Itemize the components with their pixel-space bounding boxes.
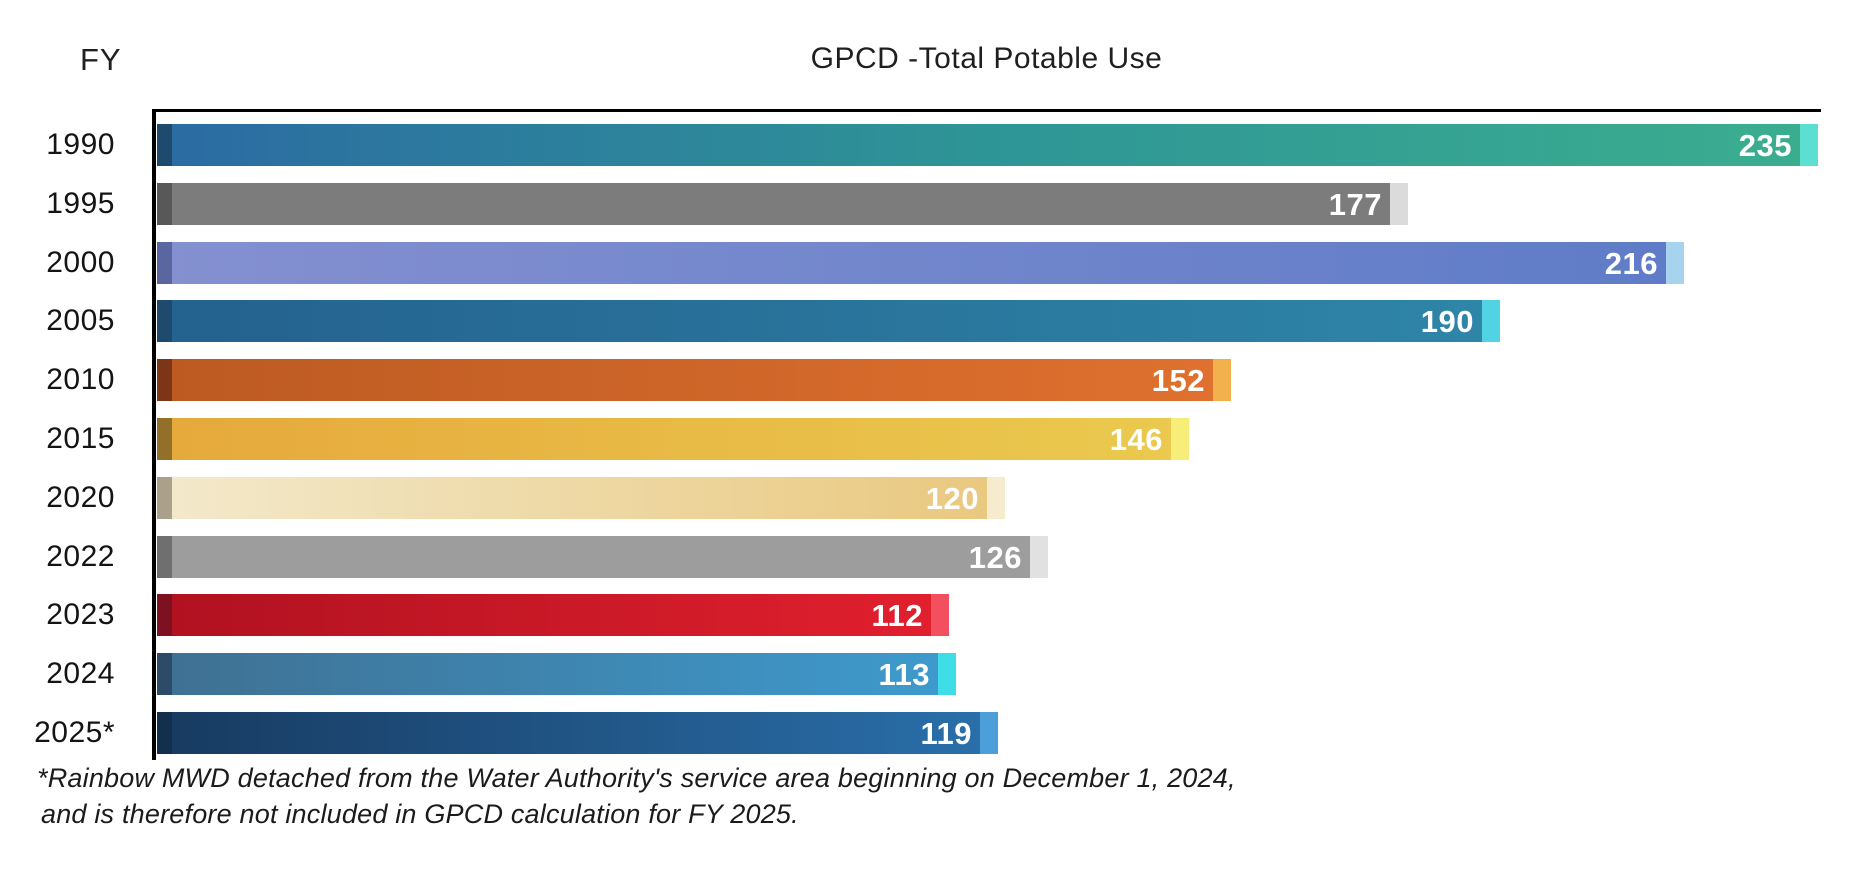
bar: 113 (157, 653, 956, 695)
bar-row: 119 (157, 712, 998, 754)
bar-value-label: 119 (920, 716, 972, 751)
bar-edge-shade (157, 418, 172, 460)
bar: 146 (157, 418, 1189, 460)
bar-value-label: 120 (925, 481, 979, 516)
bar-value-label: 146 (1109, 422, 1163, 457)
bar-row: 216 (157, 242, 1684, 284)
bar-edge-shade (157, 594, 172, 636)
bar: 235 (157, 124, 1818, 166)
bar-row: 177 (157, 183, 1408, 225)
bar-row: 152 (157, 359, 1231, 401)
plot-area: 235 177 216 190 152 146 120 126 112 113 119 (152, 109, 1821, 760)
bar-value-label: 113 (878, 657, 930, 692)
bar-row: 235 (157, 124, 1818, 166)
bar-row: 146 (157, 418, 1189, 460)
bar: 190 (157, 300, 1500, 342)
bar: 152 (157, 359, 1231, 401)
bar: 112 (157, 594, 949, 636)
year-label: 2010 (46, 363, 115, 396)
footnote-line-2: and is therefore not included in GPCD ca… (41, 799, 799, 829)
bar-value-label: 216 (1604, 246, 1658, 281)
bar-value-label: 126 (968, 540, 1022, 575)
bar-end-cap (1800, 124, 1818, 166)
bar-edge-shade (157, 536, 172, 578)
bar-edge-shade (157, 300, 172, 342)
bar-row: 120 (157, 477, 1005, 519)
footnote: *Rainbow MWD detached from the Water Aut… (37, 760, 1236, 832)
bar-end-cap (931, 594, 949, 636)
bar-edge-shade (157, 653, 172, 695)
bar: 126 (157, 536, 1048, 578)
bar-end-cap (938, 653, 956, 695)
year-label: 2005 (46, 304, 115, 337)
bar-end-cap (1482, 300, 1500, 342)
bar-end-cap (1171, 418, 1189, 460)
bar-end-cap (1213, 359, 1231, 401)
chart-title: GPCD -Total Potable Use (810, 42, 1163, 75)
bar-row: 112 (157, 594, 949, 636)
bar-end-cap (1030, 536, 1048, 578)
year-label: 1995 (46, 187, 115, 220)
year-label: 2023 (46, 598, 115, 631)
year-label: 2020 (46, 481, 115, 514)
year-axis: 1990 1995 2000 2005 2010 2015 2020 2022 2023 2024… (0, 112, 118, 760)
bar-value-label: 112 (871, 598, 923, 633)
year-label: 2000 (46, 246, 115, 279)
year-label: 2024 (46, 657, 115, 690)
y-axis-title: FY (80, 42, 122, 77)
year-label: 1990 (46, 128, 115, 161)
bar-end-cap (1666, 242, 1684, 284)
bar-edge-shade (157, 242, 172, 284)
bar-end-cap (987, 477, 1005, 519)
bar-edge-shade (157, 124, 172, 166)
bar-edge-shade (157, 712, 172, 754)
bar-value-label: 190 (1420, 304, 1474, 339)
year-label: 2015 (46, 422, 115, 455)
bar: 177 (157, 183, 1408, 225)
bar-row: 126 (157, 536, 1048, 578)
bar-value-label: 177 (1328, 187, 1382, 222)
bar: 216 (157, 242, 1684, 284)
bar-row: 190 (157, 300, 1500, 342)
footnote-line-1: *Rainbow MWD detached from the Water Aut… (37, 763, 1236, 793)
year-label: 2022 (46, 540, 115, 573)
bar-value-label: 235 (1738, 128, 1792, 163)
bar: 119 (157, 712, 998, 754)
bar-end-cap (1390, 183, 1408, 225)
bar-edge-shade (157, 183, 172, 225)
bar-edge-shade (157, 477, 172, 519)
bar-value-label: 152 (1151, 363, 1205, 398)
year-label: 2025* (34, 716, 115, 749)
bar-row: 113 (157, 653, 956, 695)
bar-edge-shade (157, 359, 172, 401)
bar-end-cap (980, 712, 998, 754)
bar: 120 (157, 477, 1005, 519)
